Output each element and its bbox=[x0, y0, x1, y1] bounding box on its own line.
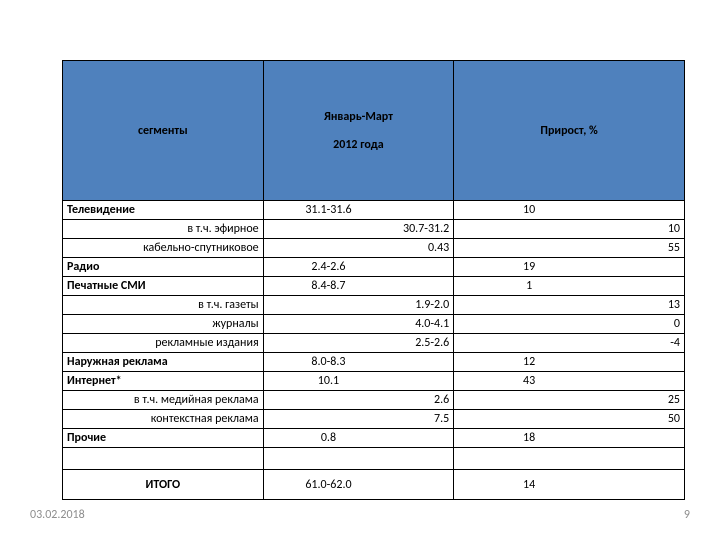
segment-value: 10.1 bbox=[263, 372, 454, 391]
segment-growth: 12 bbox=[454, 353, 685, 372]
total-growth: 14 bbox=[454, 470, 685, 500]
segment-value: 30.7-31.2 bbox=[263, 220, 454, 239]
segment-label: рекламные издания bbox=[63, 334, 264, 353]
segment-growth: 13 bbox=[454, 296, 685, 315]
table-row: Печатные СМИ8.4-8.71 bbox=[63, 277, 685, 296]
segment-growth: 10 bbox=[454, 220, 685, 239]
table-row: Наружная реклама8.0-8.312 bbox=[63, 353, 685, 372]
segment-growth: 1 bbox=[454, 277, 685, 296]
segment-label: Интернет* bbox=[63, 372, 264, 391]
segment-growth: 43 bbox=[454, 372, 685, 391]
table-row: журналы4.0-4.10 bbox=[63, 315, 685, 334]
segment-growth: 25 bbox=[454, 391, 685, 410]
table-row: Телевидение31.1-31.610 bbox=[63, 201, 685, 220]
table-row: кабельно-спутниковое0.4355 bbox=[63, 239, 685, 258]
table-row: рекламные издания2.5-2.6-4 bbox=[63, 334, 685, 353]
segment-label: Печатные СМИ bbox=[63, 277, 264, 296]
total-label: ИТОГО bbox=[63, 470, 264, 500]
header-segments: сегменты bbox=[63, 61, 264, 201]
data-table: сегменты Январь-Март 2012 года Прирост, … bbox=[62, 60, 685, 500]
segment-value: 8.0-8.3 bbox=[263, 353, 454, 372]
segment-growth: 19 bbox=[454, 258, 685, 277]
header-row: сегменты Январь-Март 2012 года Прирост, … bbox=[63, 61, 685, 201]
table-row: в т.ч. газеты1.9-2.013 bbox=[63, 296, 685, 315]
table-row: в т.ч. эфирное30.7-31.210 bbox=[63, 220, 685, 239]
segment-value: 7.5 bbox=[263, 410, 454, 429]
table-row bbox=[63, 448, 685, 470]
segment-growth: -4 bbox=[454, 334, 685, 353]
total-row: ИТОГО61.0-62.014 bbox=[63, 470, 685, 500]
header-period-line1: Январь-Март bbox=[265, 110, 453, 124]
segment-label: в т.ч. эфирное bbox=[63, 220, 264, 239]
segment-value: 31.1-31.6 bbox=[263, 201, 454, 220]
total-value: 61.0-62.0 bbox=[263, 470, 454, 500]
table-row: Прочие0.818 bbox=[63, 429, 685, 448]
segment-label: в т.ч. медийная реклама bbox=[63, 391, 264, 410]
table-row: Радио2.4-2.619 bbox=[63, 258, 685, 277]
segment-value: 8.4-8.7 bbox=[263, 277, 454, 296]
segment-label: в т.ч. газеты bbox=[63, 296, 264, 315]
table-row: в т.ч. медийная реклама2.625 bbox=[63, 391, 685, 410]
footer-date: 03.02.2018 bbox=[30, 508, 85, 522]
segment-growth: 0 bbox=[454, 315, 685, 334]
segment-growth: 18 bbox=[454, 429, 685, 448]
segment-value: 4.0-4.1 bbox=[263, 315, 454, 334]
table-row: Интернет*10.143 bbox=[63, 372, 685, 391]
segment-value: 2.6 bbox=[263, 391, 454, 410]
segment-label: журналы bbox=[63, 315, 264, 334]
segment-label: Наружная реклама bbox=[63, 353, 264, 372]
segment-growth: 55 bbox=[454, 239, 685, 258]
segment-value: 0.8 bbox=[263, 429, 454, 448]
segment-label: Радио bbox=[63, 258, 264, 277]
footer: 03.02.2018 9 bbox=[30, 508, 690, 522]
segment-label: Телевидение bbox=[63, 201, 264, 220]
segment-label: контекстная реклама bbox=[63, 410, 264, 429]
segment-value: 2.4-2.6 bbox=[263, 258, 454, 277]
segment-label: Прочие bbox=[63, 429, 264, 448]
segment-value: 1.9-2.0 bbox=[263, 296, 454, 315]
header-period: Январь-Март 2012 года bbox=[263, 61, 454, 201]
segment-growth: 50 bbox=[454, 410, 685, 429]
table-row: контекстная реклама7.550 bbox=[63, 410, 685, 429]
segment-value: 2.5-2.6 bbox=[263, 334, 454, 353]
header-growth: Прирост, % bbox=[454, 61, 685, 201]
header-period-line2: 2012 года bbox=[265, 138, 453, 152]
segment-value: 0.43 bbox=[263, 239, 454, 258]
segment-label: кабельно-спутниковое bbox=[63, 239, 264, 258]
segment-growth: 10 bbox=[454, 201, 685, 220]
footer-page: 9 bbox=[684, 508, 690, 522]
